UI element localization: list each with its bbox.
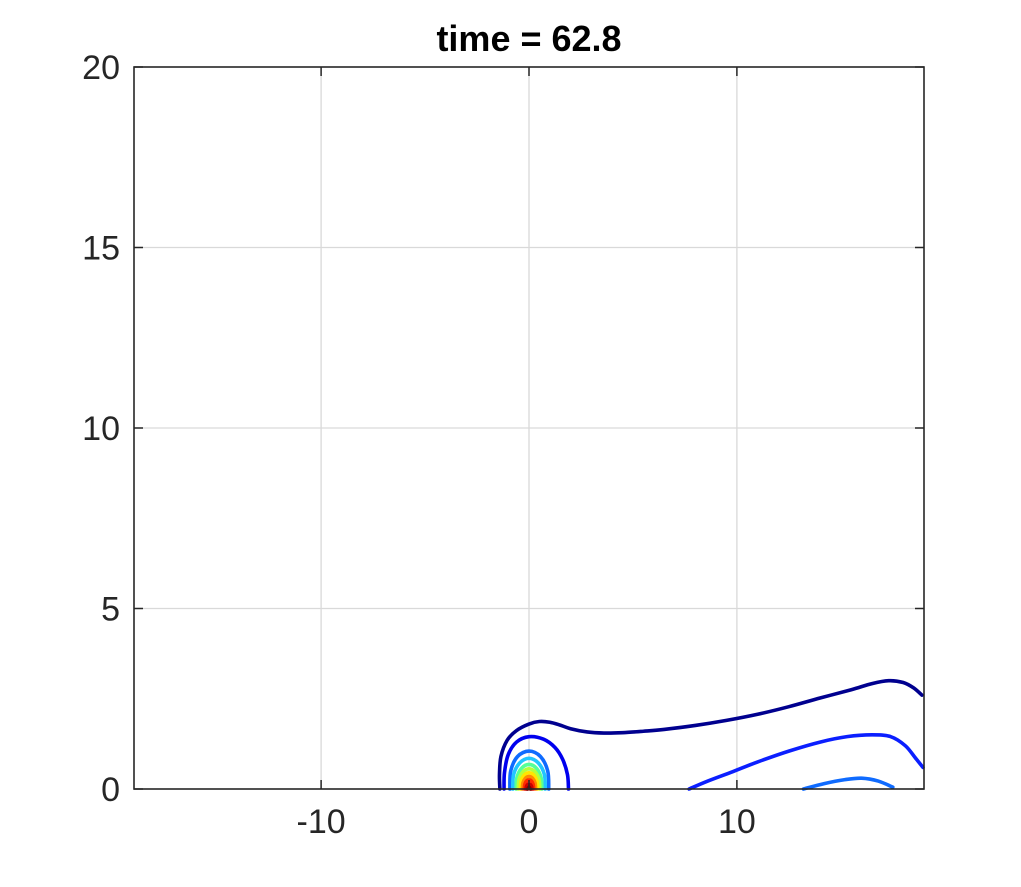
y-axis-tick-labels: 0 5 10 15 20 [82,49,120,809]
y-tick-label: 0 [101,771,120,809]
contour-line-4 [801,776,895,791]
contour-line-0 [497,678,924,791]
tick-marks [134,66,924,790]
contour-line-7 [516,766,542,791]
x-tick-label: 0 [520,803,539,841]
y-tick-label: 15 [82,230,120,268]
x-axis-tick-labels: -10 0 10 [297,803,756,841]
contour-line-3 [508,749,551,791]
grid [134,67,924,789]
contour-line-10 [522,778,536,791]
contour-line-8 [518,770,540,791]
y-tick-label: 20 [82,49,120,87]
y-tick-label: 5 [101,591,120,629]
y-tick-label: 10 [82,410,120,448]
contour-line-6 [514,762,544,791]
x-tick-label: 10 [718,803,756,841]
x-tick-label: -10 [297,803,346,841]
contour-line-9 [520,774,538,791]
contour-lines [497,678,925,791]
contour-line-5 [510,756,548,791]
chart-title: time = 62.8 [436,18,621,59]
contour-line-1 [502,734,571,791]
contour-line-2 [687,733,925,791]
